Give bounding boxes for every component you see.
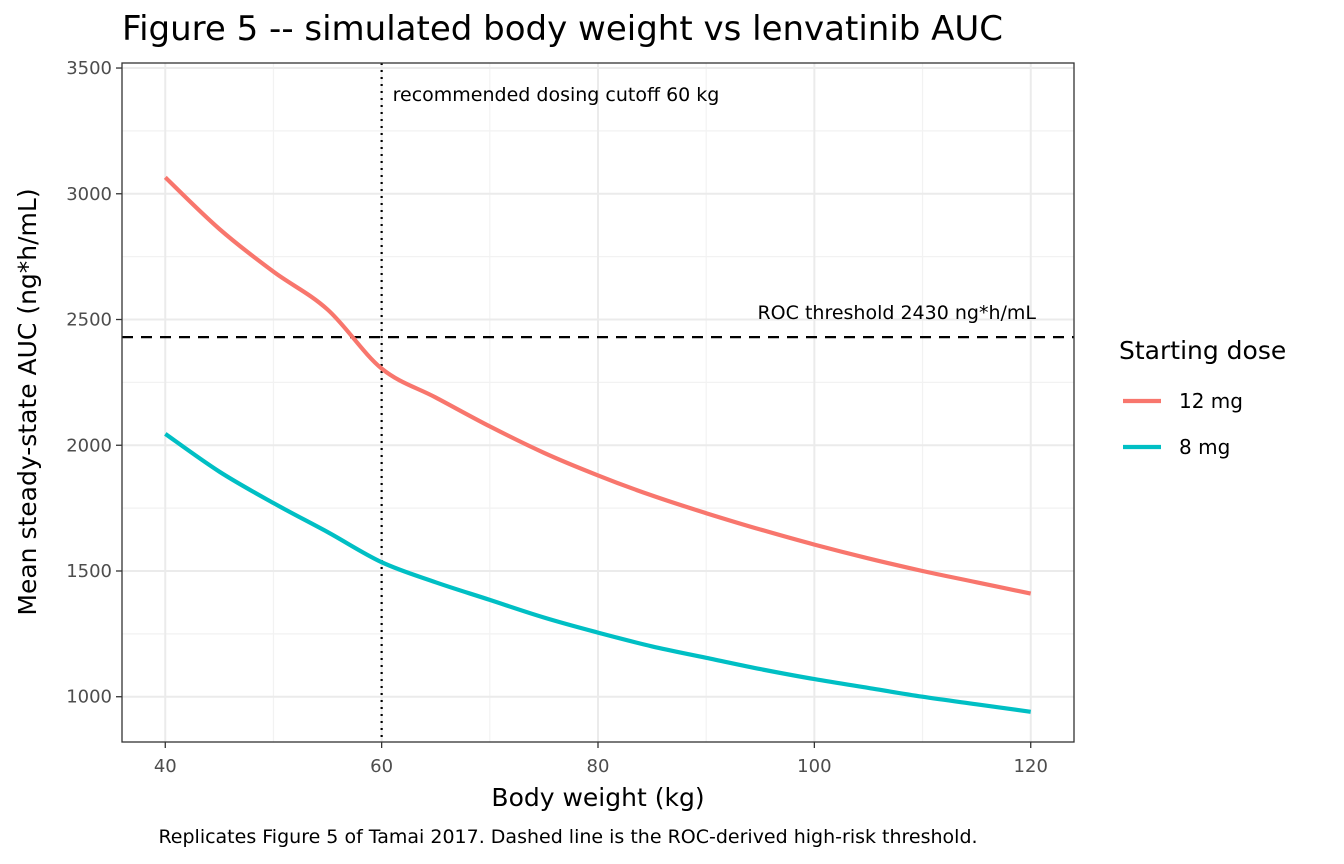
x-tick-label: 100 [797,756,831,777]
y-tick-label: 1500 [66,561,112,582]
y-axis: 1000 1500 2000 2500 3000 3500 [66,58,122,708]
series-line-8-mg [164,432,1031,714]
legend-title: Starting dose [1119,336,1286,365]
major-gridlines [122,63,1074,742]
x-tick-label: 40 [154,756,177,777]
chart-title: Figure 5 -- simulated body weight vs len… [122,9,1003,49]
x-axis: 40 60 80 100 120 [154,742,1048,777]
y-tick-label: 2500 [66,310,112,331]
plot-panel: recommended dosing cutoff 60 kg ROC thres… [121,62,1075,743]
y-tick-label: 3000 [66,184,112,205]
x-tick-label: 80 [587,756,610,777]
threshold-annotation: ROC threshold 2430 ng*h/mL [757,302,1036,324]
legend-label-12-mg: 12 mg [1179,389,1243,413]
series-line-12-mg [163,175,1032,596]
y-tick-label: 2000 [66,435,112,456]
y-tick-label: 1000 [66,687,112,708]
caption: Replicates Figure 5 of Tamai 2017. Dashe… [158,826,977,848]
legend: Starting dose 12 mg 8 mg [1119,336,1286,459]
legend-label-8-mg: 8 mg [1179,435,1230,459]
y-axis-title: Mean steady-state AUC (ng*h/mL) [13,188,42,615]
x-axis-title: Body weight (kg) [491,783,704,812]
cutoff-annotation: recommended dosing cutoff 60 kg [393,84,720,106]
series-lines [163,175,1032,714]
x-tick-label: 120 [1014,756,1048,777]
reference-lines: recommended dosing cutoff 60 kg ROC thres… [122,63,1074,742]
x-tick-label: 60 [370,756,393,777]
y-tick-label: 3500 [66,58,112,79]
